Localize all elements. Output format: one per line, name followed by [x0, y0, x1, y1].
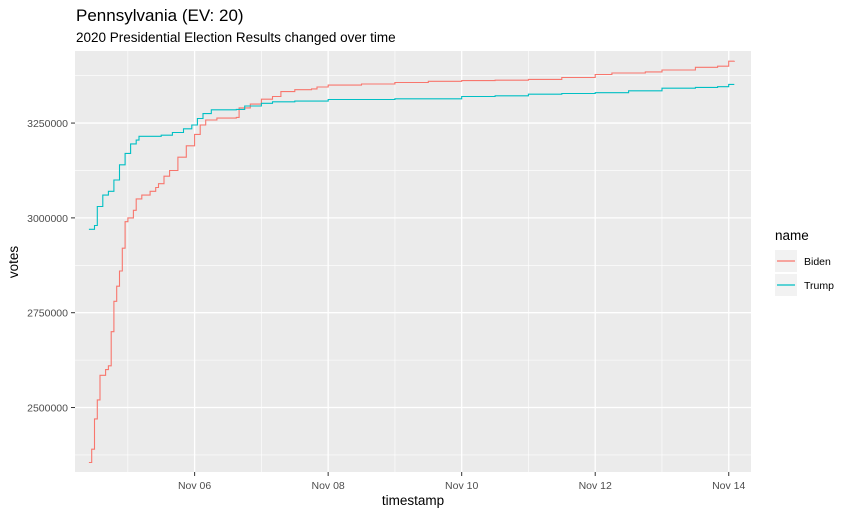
- chart-title: Pennsylvania (EV: 20): [76, 6, 244, 25]
- y-tick-label: 2500000: [27, 403, 68, 415]
- major-gridlines: [75, 51, 751, 472]
- legend-label-trump: Trump: [804, 280, 834, 292]
- x-tick-label: Nov 10: [445, 480, 478, 492]
- x-axis: Nov 06 Nov 08 Nov 10 Nov 12 Nov 14: [178, 472, 746, 492]
- y-axis-title: votes: [6, 246, 21, 279]
- y-axis: 2500000 2750000 3000000 3250000: [27, 118, 75, 415]
- legend: name Biden Trump: [775, 228, 834, 296]
- plot-panel: [75, 51, 751, 472]
- x-tick-label: Nov 14: [712, 480, 745, 492]
- x-tick-label: Nov 08: [312, 480, 345, 492]
- y-tick-label: 3000000: [27, 213, 68, 225]
- x-axis-title: timestamp: [382, 493, 444, 508]
- legend-title: name: [775, 228, 809, 243]
- series-line-biden: [88, 60, 735, 464]
- chart-subtitle: 2020 Presidential Election Results chang…: [76, 30, 396, 45]
- series-line-trump: [88, 83, 735, 230]
- y-tick-label: 3250000: [27, 118, 68, 130]
- legend-label-biden: Biden: [804, 256, 831, 268]
- y-tick-label: 2750000: [27, 308, 68, 320]
- minor-gridlines: [75, 51, 751, 472]
- x-tick-label: Nov 12: [579, 480, 612, 492]
- x-tick-label: Nov 06: [178, 480, 211, 492]
- series-lines: [88, 60, 735, 464]
